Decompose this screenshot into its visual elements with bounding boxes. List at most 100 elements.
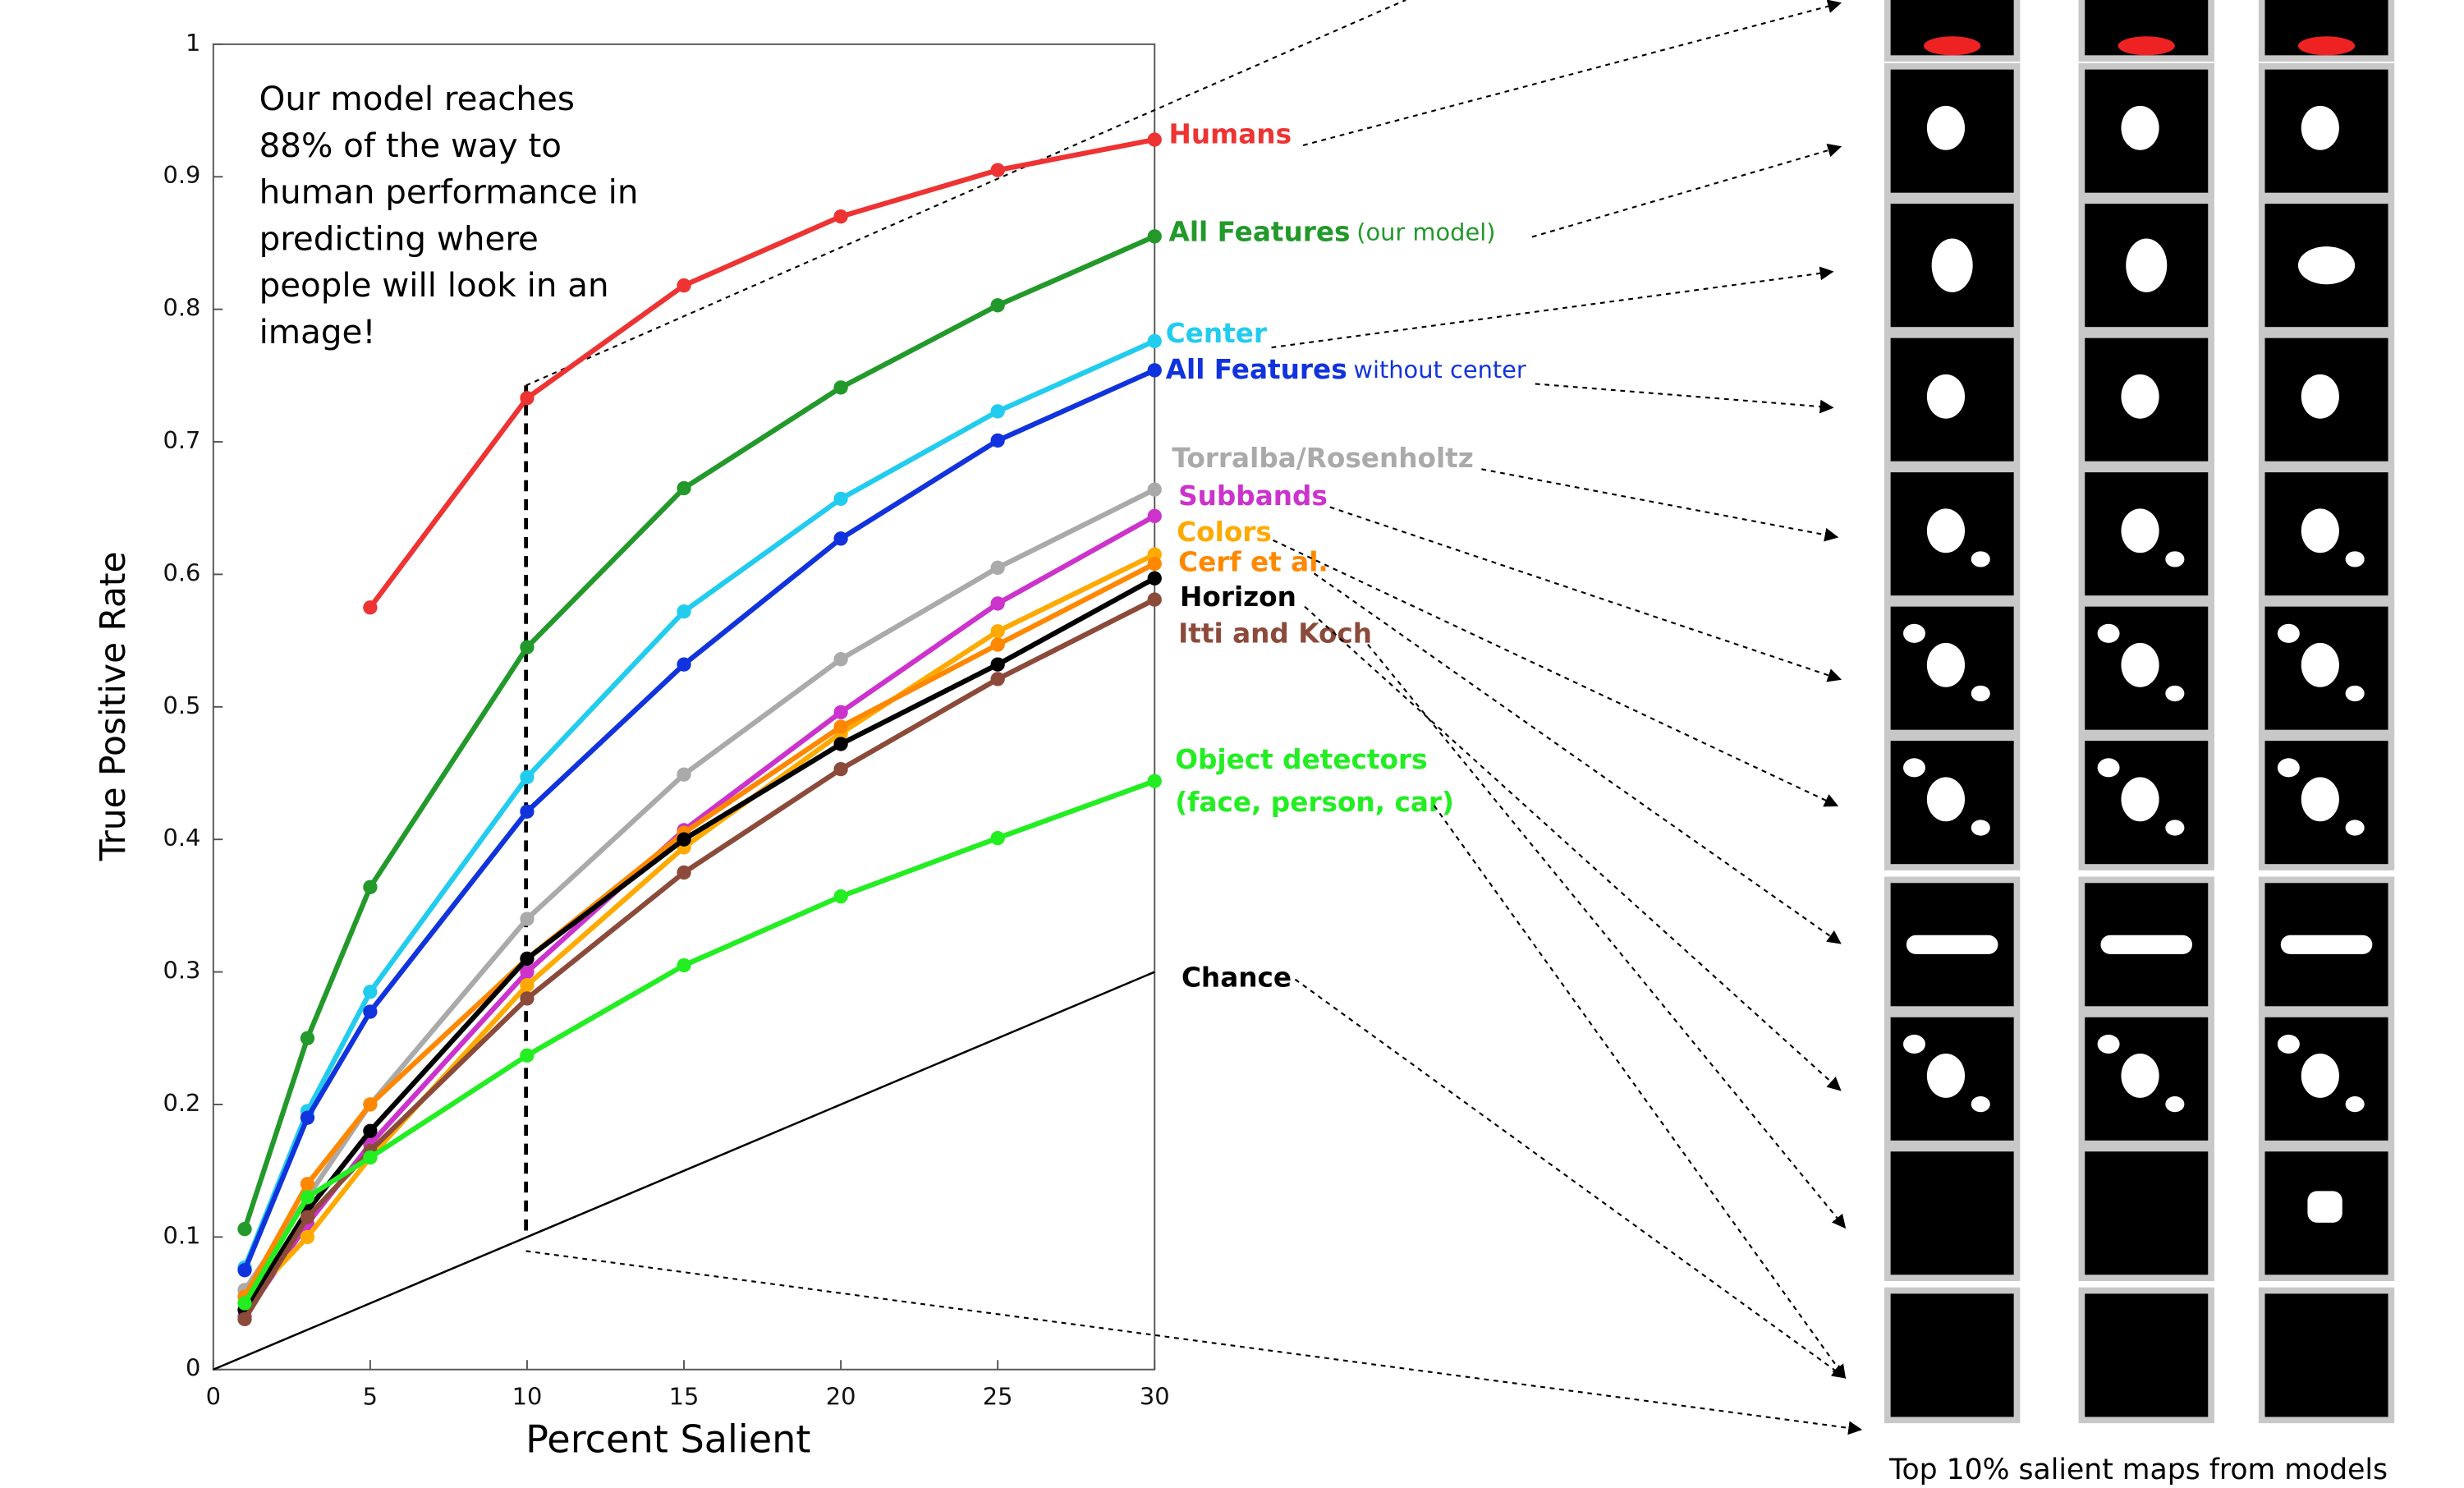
legend-name: Colors (1177, 517, 1272, 548)
data-point (833, 380, 847, 394)
data-point (1148, 363, 1162, 377)
thumbnail (1888, 1148, 2017, 1278)
legend-label: All Featureswithout center (1166, 354, 1526, 385)
legend-label: Chance (1182, 962, 1292, 994)
blob (2281, 935, 2373, 954)
series-line (245, 489, 1154, 1290)
blob (2307, 1191, 2342, 1222)
y-tick-label: 1 (186, 29, 200, 57)
x-tick-label: 25 (983, 1382, 1013, 1410)
data-point (237, 1312, 251, 1326)
data-point (363, 1004, 377, 1018)
data-point (363, 1124, 377, 1138)
annotation-line: people will look in an (259, 266, 609, 305)
blob (2098, 624, 2120, 643)
data-point (833, 531, 847, 545)
data-point (1148, 557, 1162, 571)
data-point (1148, 774, 1162, 788)
legend-label: All Features(our model) (1169, 217, 1496, 248)
legend-label: Subbands (1178, 480, 1328, 512)
blob (2121, 1054, 2159, 1098)
blob (2121, 508, 2159, 553)
data-point (833, 652, 847, 666)
annotation-line: 88% of the way to (259, 126, 562, 165)
y-tick-label: 0.5 (163, 691, 201, 719)
pointer-arrow (1434, 806, 1845, 1377)
x-tick-label: 0 (206, 1382, 221, 1410)
legend-label: Center (1166, 318, 1268, 349)
legend-name: All Features (1166, 354, 1347, 385)
data-point (1148, 482, 1162, 496)
annotation-line: predicting where (259, 219, 539, 258)
legend-note: (our model) (1356, 218, 1495, 246)
caption: Top 10% salient maps from models (1888, 1454, 2388, 1486)
y-tick-label: 0.3 (163, 957, 201, 985)
blob (2301, 777, 2339, 821)
blob (1907, 935, 1998, 954)
annotation-line: Our model reaches (259, 80, 575, 118)
data-point (991, 404, 1005, 418)
legend-label: Itti and Koch (1178, 618, 1372, 649)
blob (2301, 106, 2339, 150)
data-point (520, 1049, 534, 1063)
blob (2346, 1096, 2365, 1112)
data-point (1148, 334, 1162, 348)
legend-name: Torralba/Rosenholtz (1172, 443, 1473, 474)
pointer-arrow (1532, 147, 1840, 237)
thumbnail (2262, 1291, 2392, 1421)
blob (2098, 1035, 2120, 1054)
data-point (833, 762, 847, 776)
blob (1927, 777, 1965, 821)
blob (1903, 624, 1925, 643)
data-point (677, 833, 691, 847)
blob (2278, 1035, 2300, 1054)
data-point (520, 978, 534, 992)
pointer-arrow (1305, 607, 1840, 1091)
blob (2126, 238, 2167, 292)
legend-label: Torralba/Rosenholtz (1172, 443, 1473, 474)
data-point (520, 770, 534, 784)
annotation-line: image! (259, 313, 376, 351)
data-point (991, 624, 1005, 638)
x-tick-label: 30 (1140, 1382, 1170, 1410)
pointer-arrow (1272, 272, 1833, 347)
data-point (833, 719, 847, 733)
blob (2121, 643, 2159, 687)
legend-name: Humans (1169, 118, 1292, 149)
data-point (301, 1230, 314, 1244)
data-point (991, 672, 1005, 686)
legend-label: Horizon (1180, 581, 1296, 613)
data-point (833, 737, 847, 751)
data-point (833, 889, 847, 903)
data-point (1148, 132, 1162, 146)
data-point (1148, 592, 1162, 606)
x-axis-label: Percent Salient (525, 1417, 810, 1462)
data-point (991, 596, 1005, 610)
blob (1971, 551, 1990, 567)
thumbnail (2081, 1148, 2211, 1278)
series-line (245, 578, 1154, 1310)
y-axis-label: True Positive Rate (93, 551, 133, 861)
data-point (237, 1222, 251, 1236)
data-point (677, 767, 691, 781)
pointer-arrow (1535, 383, 1833, 407)
blob (2346, 686, 2365, 701)
blob (2165, 820, 2184, 835)
blob (1971, 820, 1990, 835)
pointer-arrow (1295, 980, 1844, 1378)
blob (2301, 643, 2339, 687)
pointer-arrow (1330, 507, 1840, 679)
blob (1971, 1096, 1990, 1112)
legend-label: Colors (1177, 517, 1272, 548)
legend-name: Itti and Koch (1178, 618, 1372, 649)
blob (2100, 935, 2192, 954)
blob (2346, 820, 2365, 835)
data-point (363, 985, 377, 999)
data-point (520, 991, 534, 1005)
blob (2121, 374, 2159, 419)
thumbnail (1888, 1291, 2017, 1421)
blob (2301, 1054, 2339, 1098)
blob (2165, 686, 2184, 701)
data-point (833, 492, 847, 506)
data-point (363, 600, 377, 614)
